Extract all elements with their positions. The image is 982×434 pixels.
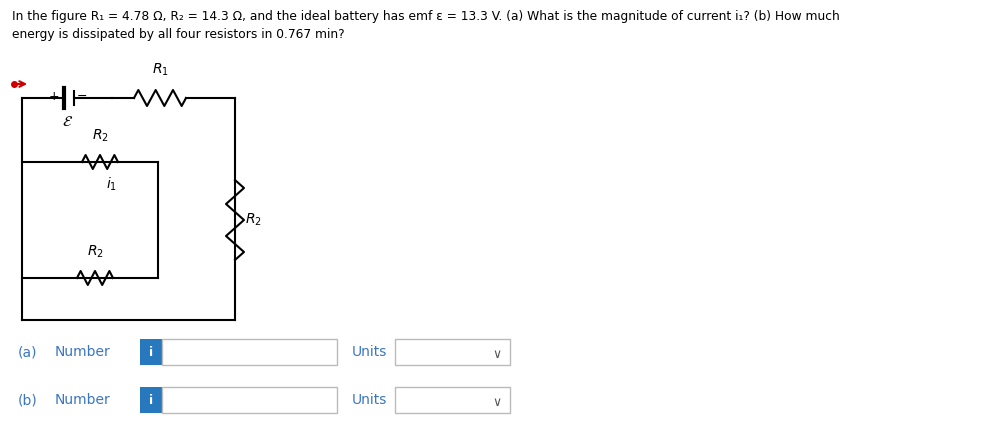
Text: i: i bbox=[149, 394, 153, 407]
Text: $i_1$: $i_1$ bbox=[106, 176, 118, 194]
FancyBboxPatch shape bbox=[162, 339, 337, 365]
FancyBboxPatch shape bbox=[395, 339, 510, 365]
Text: ∨: ∨ bbox=[493, 395, 502, 408]
Text: (b): (b) bbox=[18, 393, 37, 407]
Text: $R_2$: $R_2$ bbox=[86, 243, 103, 260]
Text: In the figure R₁ = 4.78 Ω, R₂ = 14.3 Ω, and the ideal battery has emf ε = 13.3 V: In the figure R₁ = 4.78 Ω, R₂ = 14.3 Ω, … bbox=[12, 10, 840, 23]
Text: Number: Number bbox=[55, 393, 111, 407]
Text: $\mathcal{E}$: $\mathcal{E}$ bbox=[63, 114, 74, 129]
Text: $R_2$: $R_2$ bbox=[91, 128, 108, 144]
Text: i: i bbox=[149, 345, 153, 358]
Text: Units: Units bbox=[352, 345, 387, 359]
FancyBboxPatch shape bbox=[140, 387, 162, 413]
Text: $R_2$: $R_2$ bbox=[245, 212, 262, 228]
FancyBboxPatch shape bbox=[395, 387, 510, 413]
FancyBboxPatch shape bbox=[140, 339, 162, 365]
Text: $R_1$: $R_1$ bbox=[151, 62, 169, 78]
Text: Number: Number bbox=[55, 345, 111, 359]
FancyBboxPatch shape bbox=[162, 387, 337, 413]
Text: −: − bbox=[77, 89, 87, 102]
Text: (a): (a) bbox=[18, 345, 37, 359]
Text: Units: Units bbox=[352, 393, 387, 407]
Text: ∨: ∨ bbox=[493, 348, 502, 361]
Text: +: + bbox=[49, 89, 59, 102]
Text: energy is dissipated by all four resistors in 0.767 min?: energy is dissipated by all four resisto… bbox=[12, 28, 345, 41]
